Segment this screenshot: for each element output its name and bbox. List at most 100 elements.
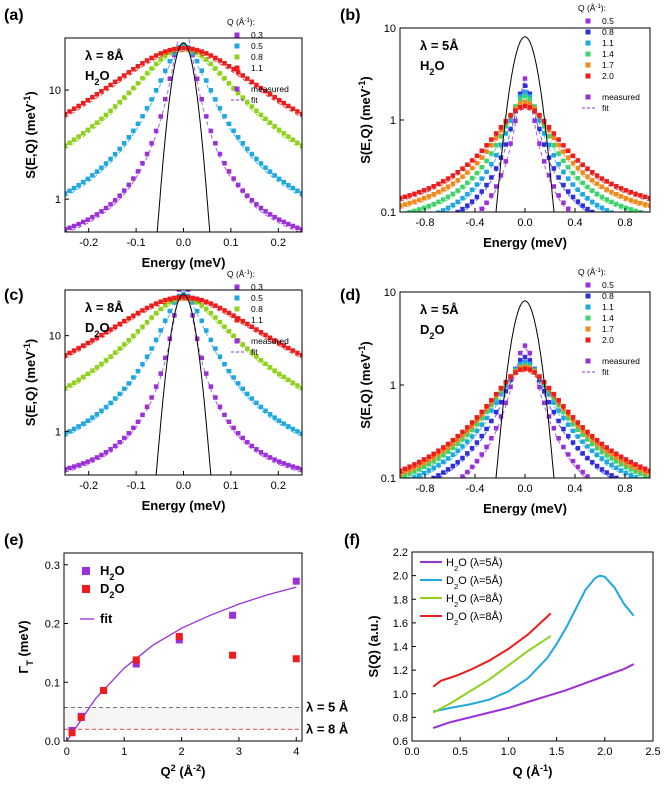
data-point [623, 464, 629, 470]
legend-swatch [234, 54, 240, 60]
fit-line [65, 290, 302, 473]
legend-label: 1.7 [602, 60, 614, 70]
y-axis-label-group: S(E,Q) (meV-1) [22, 91, 38, 179]
data-point [643, 503, 648, 508]
data-point [163, 49, 168, 54]
plot-area [398, 36, 653, 239]
data-point [609, 199, 614, 205]
y-tick-label: 10 [49, 331, 61, 343]
data-point [163, 53, 168, 58]
data-point [633, 191, 638, 197]
data-point [556, 397, 561, 403]
data-point [80, 374, 86, 380]
data-point [135, 169, 141, 174]
data-point [135, 80, 141, 86]
data-point [149, 97, 154, 102]
data-point [65, 431, 68, 436]
data-point [556, 175, 561, 180]
x-tick-label: 0.2 [271, 237, 286, 249]
data-point [561, 444, 566, 450]
legend-label: D2O [100, 581, 125, 600]
x-tick-label: -0.8 [416, 483, 435, 495]
data-point [67, 109, 72, 114]
data-point [140, 324, 145, 329]
data-point [194, 58, 200, 64]
series-Q0.5 [455, 343, 653, 509]
legend-fit: fit [602, 103, 609, 113]
data-point [240, 342, 245, 347]
data-point [94, 365, 100, 370]
data-point [484, 143, 489, 148]
data-point [208, 128, 214, 134]
data-point [286, 221, 291, 227]
data-point [590, 459, 595, 465]
data-point [398, 212, 403, 217]
sample-annotation: D2O [420, 322, 445, 341]
data-point [427, 234, 432, 239]
data-point [292, 577, 300, 585]
data-point [455, 199, 460, 205]
series-line [432, 663, 635, 729]
data-point [402, 202, 408, 207]
data-point [175, 632, 183, 640]
data-point [80, 219, 86, 225]
data-point [633, 465, 638, 470]
data-point [402, 473, 408, 478]
data-point [648, 504, 653, 509]
data-point [99, 116, 104, 122]
data-point [455, 478, 460, 483]
x-tick-label: -0.4 [466, 483, 485, 495]
data-point [585, 444, 590, 449]
data-point [267, 335, 273, 340]
data-point [566, 206, 571, 212]
data-point [272, 173, 277, 178]
data-point [599, 467, 605, 472]
legend-label: 1.4 [602, 49, 614, 59]
data-point [94, 120, 100, 125]
data-point [628, 473, 634, 478]
data-point [217, 354, 223, 359]
data-point [135, 368, 141, 374]
x-tick-label: -0.1 [127, 237, 146, 249]
data-point [638, 226, 643, 231]
data-point [421, 460, 427, 465]
data-point [527, 96, 533, 102]
panel-c: (c) -0.2 -0.1 0.0 0.1 0.2 1 10 Energy (meV) S(E,Q… [4, 269, 303, 513]
data-point [194, 47, 200, 53]
legend-swatch [585, 326, 591, 332]
data-point [585, 206, 590, 212]
data-point [68, 729, 76, 737]
data-point [604, 230, 609, 235]
data-point [226, 169, 232, 174]
legend-swatch [585, 337, 591, 343]
x-axis-label: Energy (meV) [483, 501, 567, 516]
data-point [594, 437, 600, 443]
data-point [76, 103, 81, 109]
data-point [469, 445, 475, 451]
data-point [474, 415, 480, 420]
data-point [648, 227, 653, 232]
fit-line [65, 51, 302, 118]
data-point [199, 53, 204, 58]
data-point [474, 160, 480, 166]
series-Q1.4 [400, 362, 650, 478]
data-point [286, 345, 291, 351]
data-point [226, 63, 232, 69]
data-point [76, 182, 81, 188]
data-point [167, 50, 173, 55]
y-tick-label: 1 [390, 380, 396, 392]
data-point [517, 105, 523, 110]
data-point [469, 165, 475, 171]
data-point [290, 137, 296, 142]
data-point [566, 409, 571, 415]
data-point [551, 184, 557, 189]
data-point [633, 199, 638, 204]
data-point [580, 451, 585, 456]
data-point [465, 180, 470, 186]
data-point [167, 76, 173, 82]
data-point [194, 50, 200, 55]
series-D2O [68, 632, 300, 737]
data-point [642, 473, 648, 478]
data-point [245, 439, 250, 445]
